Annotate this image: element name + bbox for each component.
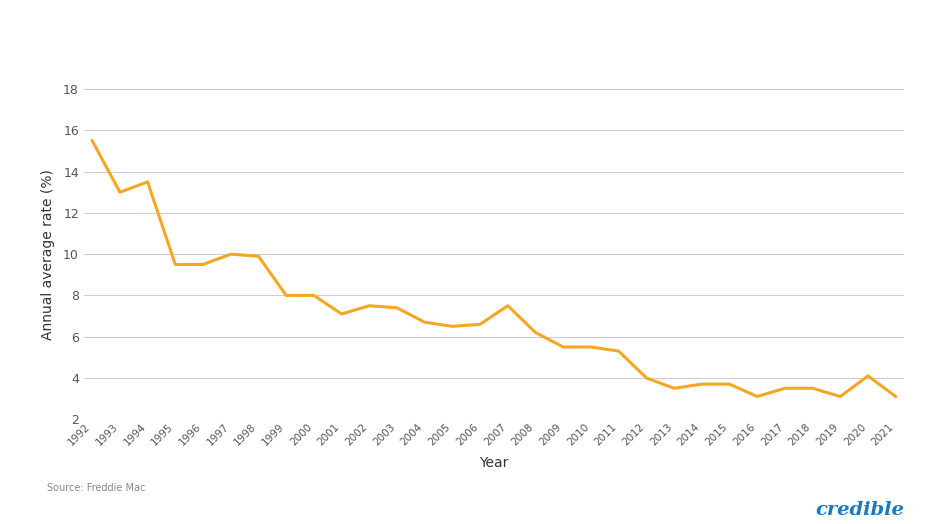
Text: credible: credible bbox=[816, 501, 904, 519]
Text: Average 30-year fixed mortgage rates over the past 30 years: Average 30-year fixed mortgage rates ove… bbox=[104, 20, 828, 40]
X-axis label: Year: Year bbox=[479, 456, 509, 470]
Y-axis label: Annual average rate (%): Annual average rate (%) bbox=[41, 169, 55, 340]
Text: Source: Freddie Mac: Source: Freddie Mac bbox=[47, 483, 145, 493]
